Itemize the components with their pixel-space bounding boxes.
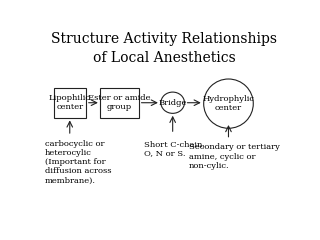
Text: Ester or amide
group: Ester or amide group: [88, 94, 151, 111]
Text: carbocyclic or
heterocylic
(Important for
diffusion across
membrane).: carbocyclic or heterocylic (Important fo…: [45, 140, 111, 185]
Text: Secondary or tertiary
amine, cyclic or
non-cylic.: Secondary or tertiary amine, cyclic or n…: [189, 143, 280, 170]
Text: Lipophilic
center: Lipophilic center: [49, 94, 91, 111]
Ellipse shape: [161, 92, 184, 113]
Text: Bridge: Bridge: [158, 99, 187, 107]
Text: Short C-chain,
O, N or S.: Short C-chain, O, N or S.: [144, 140, 205, 157]
Ellipse shape: [204, 79, 253, 128]
FancyBboxPatch shape: [100, 88, 139, 118]
FancyBboxPatch shape: [54, 88, 86, 118]
Text: Hydrophylic
center: Hydrophylic center: [203, 95, 254, 112]
Text: Structure Activity Relationships
of Local Anesthetics: Structure Activity Relationships of Loca…: [51, 32, 277, 65]
